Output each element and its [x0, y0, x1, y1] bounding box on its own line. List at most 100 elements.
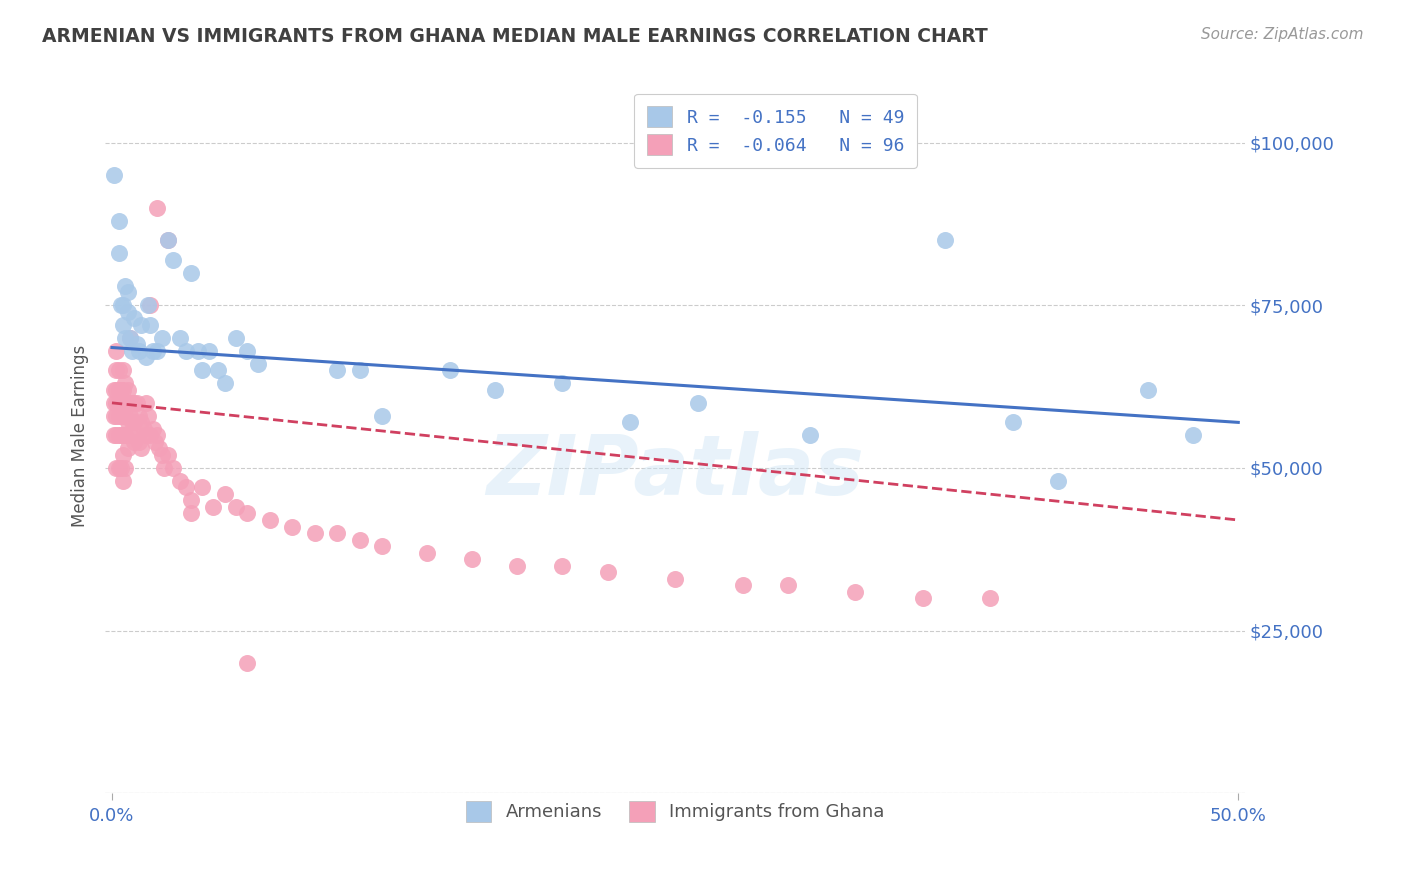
Legend: Armenians, Immigrants from Ghana: Armenians, Immigrants from Ghana — [453, 789, 897, 834]
Text: Source: ZipAtlas.com: Source: ZipAtlas.com — [1201, 27, 1364, 42]
Point — [107, 461, 129, 475]
Point — [619, 416, 641, 430]
Point — [236, 656, 259, 670]
Point — [150, 331, 173, 345]
Point — [225, 500, 247, 514]
Point — [114, 409, 136, 423]
Point — [103, 396, 125, 410]
Point — [103, 409, 125, 423]
Point — [107, 213, 129, 227]
Point — [103, 168, 125, 182]
Point — [110, 409, 132, 423]
Point — [202, 500, 225, 514]
Point — [110, 461, 132, 475]
Point — [304, 526, 326, 541]
Point — [103, 383, 125, 397]
Text: ZIPatlas: ZIPatlas — [486, 431, 865, 512]
Point — [247, 357, 270, 371]
Point — [125, 337, 148, 351]
Point — [107, 383, 129, 397]
Point — [114, 428, 136, 442]
Point — [112, 383, 135, 397]
Point — [103, 428, 125, 442]
Point — [162, 461, 184, 475]
Point — [180, 507, 202, 521]
Point — [141, 422, 163, 436]
Point — [124, 416, 146, 430]
Point — [214, 487, 236, 501]
Point — [118, 396, 141, 410]
Point — [105, 383, 128, 397]
Point — [129, 416, 152, 430]
Point — [105, 409, 128, 423]
Point — [107, 409, 129, 423]
Point — [191, 480, 214, 494]
Point — [1182, 428, 1205, 442]
Point — [128, 434, 150, 449]
Point — [461, 552, 484, 566]
Point — [686, 396, 709, 410]
Point — [139, 428, 162, 442]
Point — [176, 343, 198, 358]
Point — [136, 298, 159, 312]
Point — [118, 428, 141, 442]
Point — [129, 318, 152, 332]
Point — [139, 318, 162, 332]
Point — [180, 493, 202, 508]
Point — [198, 343, 221, 358]
Point — [117, 442, 139, 456]
Point — [207, 363, 229, 377]
Point — [112, 396, 135, 410]
Point — [105, 396, 128, 410]
Point — [117, 285, 139, 300]
Point — [139, 298, 162, 312]
Point — [1047, 474, 1070, 488]
Point — [169, 331, 191, 345]
Point — [114, 278, 136, 293]
Point — [911, 591, 934, 606]
Y-axis label: Median Male Earnings: Median Male Earnings — [72, 344, 89, 526]
Point — [118, 331, 141, 345]
Point — [731, 578, 754, 592]
Point — [506, 558, 529, 573]
Point — [162, 252, 184, 267]
Point — [157, 233, 180, 247]
Point — [124, 396, 146, 410]
Point — [281, 519, 304, 533]
Point — [148, 442, 170, 456]
Point — [187, 343, 209, 358]
Point — [152, 461, 174, 475]
Point — [176, 480, 198, 494]
Point — [117, 416, 139, 430]
Point — [114, 331, 136, 345]
Point — [371, 409, 394, 423]
Point — [371, 539, 394, 553]
Point — [128, 409, 150, 423]
Point — [551, 376, 574, 391]
Point — [121, 416, 143, 430]
Point — [112, 474, 135, 488]
Point — [439, 363, 461, 377]
Text: ARMENIAN VS IMMIGRANTS FROM GHANA MEDIAN MALE EARNINGS CORRELATION CHART: ARMENIAN VS IMMIGRANTS FROM GHANA MEDIAN… — [42, 27, 988, 45]
Point — [136, 409, 159, 423]
Point — [105, 363, 128, 377]
Point — [117, 383, 139, 397]
Point — [150, 448, 173, 462]
Point — [112, 318, 135, 332]
Point — [110, 428, 132, 442]
Point — [157, 233, 180, 247]
Point — [124, 434, 146, 449]
Point — [326, 526, 349, 541]
Point — [484, 383, 506, 397]
Point — [129, 442, 152, 456]
Point — [128, 343, 150, 358]
Point — [110, 396, 132, 410]
Point — [105, 343, 128, 358]
Point — [112, 298, 135, 312]
Point — [799, 428, 821, 442]
Point — [844, 584, 866, 599]
Point — [776, 578, 799, 592]
Point — [146, 428, 169, 442]
Point — [135, 351, 157, 365]
Point — [1137, 383, 1160, 397]
